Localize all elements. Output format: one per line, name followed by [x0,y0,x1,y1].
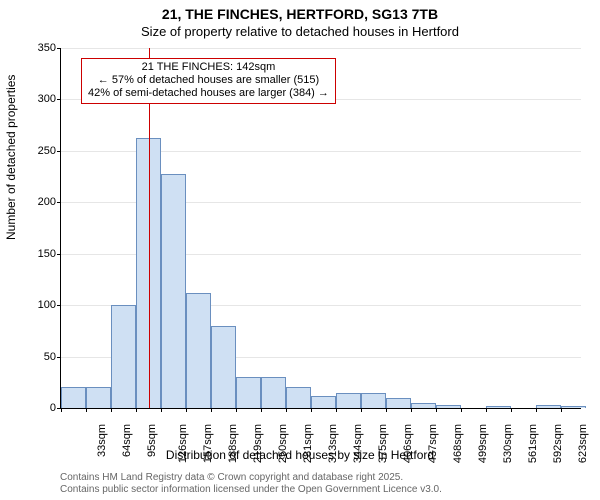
histogram-bar [411,403,436,408]
annotation-line: ← 57% of detached houses are smaller (51… [88,74,329,87]
y-tick-label: 150 [21,248,56,260]
y-axis-label: Number of detached properties [4,75,18,240]
histogram-bar [86,387,111,408]
histogram-bar [161,174,186,409]
x-tick-mark [461,408,462,412]
x-tick-mark [486,408,487,412]
histogram-bar [536,405,561,408]
y-tick-label: 0 [21,402,56,414]
y-tick-mark [57,202,61,203]
x-tick-mark [361,408,362,412]
histogram-bar [286,387,311,408]
x-axis-label: Distribution of detached houses by size … [0,448,600,462]
y-tick-mark [57,48,61,49]
annotation-line: 42% of semi-detached houses are larger (… [88,87,329,100]
histogram-bar [61,387,86,408]
x-tick-mark [286,408,287,412]
histogram-bar [561,406,586,408]
plot-area: 05010015020025030035033sqm64sqm95sqm126s… [60,48,581,409]
histogram-bar [111,305,136,408]
x-tick-mark [86,408,87,412]
x-tick-mark [236,408,237,412]
x-tick-mark [211,408,212,412]
footer-line-2: Contains public sector information licen… [60,484,442,496]
y-tick-mark [57,305,61,306]
histogram-bar [486,406,511,408]
y-tick-mark [57,357,61,358]
x-tick-mark [336,408,337,412]
histogram-bar [436,405,461,408]
y-tick-label: 100 [21,299,56,311]
x-tick-mark [111,408,112,412]
y-tick-label: 300 [21,93,56,105]
y-tick-label: 350 [21,42,56,54]
histogram-bar [336,393,361,408]
y-tick-mark [57,99,61,100]
x-tick-mark [61,408,62,412]
y-tick-label: 200 [21,196,56,208]
annotation-line: 21 THE FINCHES: 142sqm [88,61,329,74]
x-tick-mark [311,408,312,412]
y-tick-label: 50 [21,351,56,363]
annotation-box: 21 THE FINCHES: 142sqm← 57% of detached … [81,58,336,104]
histogram-bar [211,326,236,408]
histogram-bar [261,377,286,408]
x-tick-mark [411,408,412,412]
y-tick-mark [57,151,61,152]
x-tick-mark [436,408,437,412]
histogram-bar [386,398,411,408]
histogram-bar [361,393,386,408]
footer-attribution: Contains HM Land Registry data © Crown c… [60,472,442,496]
chart-title-sub: Size of property relative to detached ho… [0,24,600,39]
histogram-bar [311,396,336,408]
chart-title-main: 21, THE FINCHES, HERTFORD, SG13 7TB [0,6,600,22]
histogram-bar [186,293,211,408]
x-tick-mark [136,408,137,412]
x-tick-mark [536,408,537,412]
x-tick-mark [161,408,162,412]
x-tick-mark [186,408,187,412]
histogram-bar [236,377,261,408]
y-tick-label: 250 [21,145,56,157]
footer-line-1: Contains HM Land Registry data © Crown c… [60,472,442,484]
y-tick-mark [57,254,61,255]
x-tick-mark [261,408,262,412]
gridline [61,48,581,49]
x-tick-mark [386,408,387,412]
chart-container: 21, THE FINCHES, HERTFORD, SG13 7TB Size… [0,0,600,500]
x-tick-mark [561,408,562,412]
x-tick-mark [511,408,512,412]
